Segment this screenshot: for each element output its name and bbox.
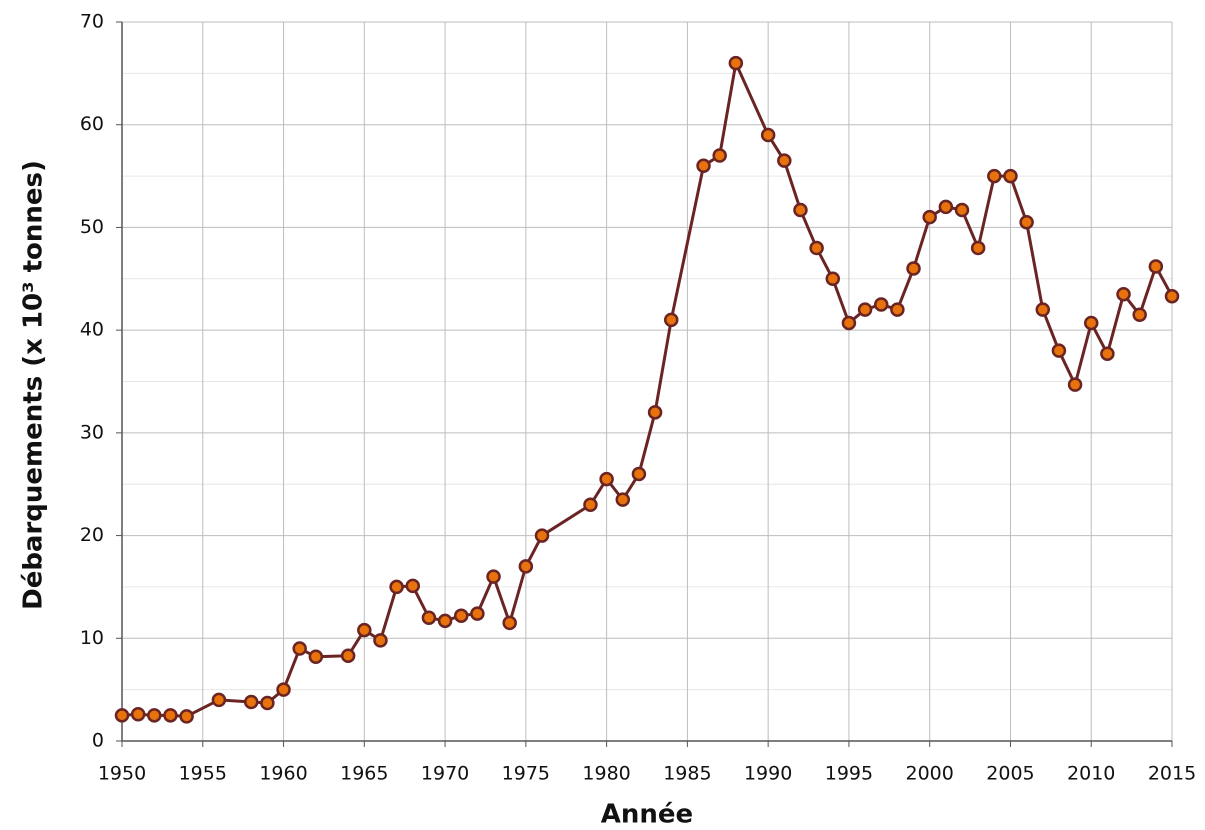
marker [292, 641, 307, 656]
x-tick-label: 2000 [906, 763, 954, 785]
marker [938, 199, 954, 215]
y-axis-title: Débarquements (x 10³ tonnes) [19, 160, 49, 610]
y-tick-label: 0 [92, 730, 104, 752]
marker [890, 302, 905, 317]
x-tick-label: 1960 [259, 763, 307, 785]
marker [1148, 259, 1164, 274]
marker [130, 707, 146, 722]
line [121, 61, 1174, 718]
marker [486, 569, 501, 584]
marker [260, 695, 275, 711]
x-tick-label: 1965 [340, 763, 388, 785]
marker [599, 471, 614, 487]
marker [873, 297, 889, 312]
marker [243, 694, 259, 710]
x-tick-label: 2005 [986, 763, 1034, 785]
marker [1083, 315, 1099, 331]
marker [760, 127, 776, 143]
marker [437, 613, 453, 629]
y-tick-label: 30 [80, 421, 104, 443]
marker [1035, 302, 1051, 317]
marker [373, 633, 388, 648]
x-tick-label: 1970 [421, 763, 469, 785]
marker [663, 312, 679, 328]
marker [1116, 286, 1131, 302]
marker [631, 466, 647, 482]
marker [615, 492, 631, 507]
marker [841, 315, 857, 331]
marker [114, 708, 130, 723]
y-tick-label: 50 [80, 216, 104, 238]
marker [970, 240, 986, 256]
x-tick-label: 1975 [502, 763, 550, 785]
x-tick-label: 1950 [98, 763, 146, 785]
y-tick-label: 70 [80, 11, 104, 33]
marker [696, 158, 711, 174]
marker [1019, 215, 1034, 230]
marker [534, 528, 550, 543]
marker [1164, 288, 1180, 304]
marker [954, 202, 970, 218]
marker [340, 648, 356, 663]
marker [1100, 346, 1115, 362]
x-tick-label: 1990 [744, 763, 792, 785]
marker [647, 405, 663, 420]
marker [793, 202, 808, 218]
marker [357, 622, 372, 638]
marker [712, 148, 727, 163]
marker [502, 615, 517, 631]
marker [211, 692, 227, 708]
marker [389, 579, 404, 595]
marker [405, 578, 421, 594]
marker [421, 610, 437, 625]
marker [470, 606, 485, 621]
marker [825, 271, 841, 287]
marker [163, 708, 178, 723]
marker [987, 168, 1002, 184]
x-tick-label: 1955 [179, 763, 227, 785]
y-tick-label: 40 [80, 319, 104, 341]
marker [308, 649, 324, 665]
y-tick-label: 10 [80, 627, 104, 649]
x-tick-label: 1980 [582, 763, 630, 785]
marker [1003, 168, 1018, 184]
marker [147, 708, 162, 723]
marker [857, 302, 873, 317]
marker [906, 261, 921, 276]
marker [1067, 377, 1083, 392]
marker [728, 55, 744, 71]
y-tick-label: 60 [80, 113, 104, 135]
marker [179, 709, 194, 724]
y-tick-label: 20 [80, 524, 104, 546]
marker [809, 240, 824, 256]
x-tick-label: 2015 [1148, 763, 1196, 785]
x-tick-label: 1995 [825, 763, 873, 785]
marker [453, 608, 469, 623]
marker [1051, 343, 1067, 358]
marker [518, 559, 534, 574]
x-axis-title: Année [601, 800, 693, 830]
marker [276, 682, 291, 697]
x-tick-label: 1985 [663, 763, 711, 785]
marker [1132, 307, 1147, 322]
marker [777, 153, 792, 168]
marker [922, 209, 937, 225]
x-tick-label: 2010 [1067, 763, 1115, 785]
marker [583, 497, 598, 513]
